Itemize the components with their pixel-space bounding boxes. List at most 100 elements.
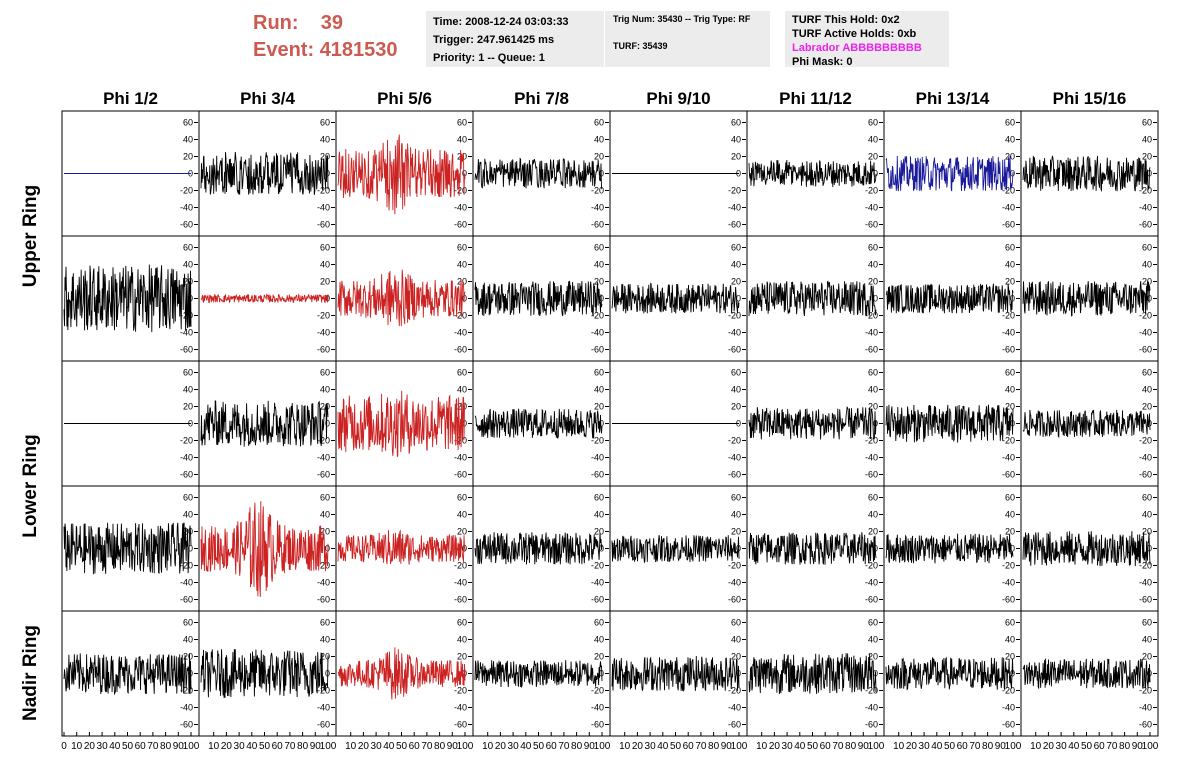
waveform-trace xyxy=(200,293,329,304)
row-group-label: Lower Ring xyxy=(20,434,41,537)
y-tick-label: -60 xyxy=(454,220,467,230)
waveform-trace xyxy=(611,655,740,693)
y-tick-label: -60 xyxy=(180,220,193,230)
y-tick-label: 0 xyxy=(599,419,604,429)
y-tick-label: 40 xyxy=(731,385,741,395)
y-tick-label: 40 xyxy=(1142,135,1152,145)
run-row: Run: 39 xyxy=(253,10,398,37)
y-tick-label: -60 xyxy=(180,595,193,605)
y-tick-label: 60 xyxy=(594,618,604,628)
y-tick-label: 60 xyxy=(594,493,604,503)
column-header: Phi 7/8 xyxy=(514,89,569,108)
y-tick-label: 20 xyxy=(594,527,604,537)
y-tick-label: 20 xyxy=(1005,652,1015,662)
x-tick-label: 30 xyxy=(508,741,520,752)
turf-hold-line: TURF This Hold: 0x2 xyxy=(792,14,900,26)
y-tick-label: -60 xyxy=(1002,345,1015,355)
y-tick-label: -60 xyxy=(1139,470,1152,480)
y-tick-label: 40 xyxy=(1142,260,1152,270)
x-tick-label: 80 xyxy=(1119,741,1131,752)
y-tick-label: -40 xyxy=(728,203,741,213)
x-tick-label: 100 xyxy=(457,741,474,752)
y-tick-label: 20 xyxy=(731,652,741,662)
y-tick-label: -40 xyxy=(180,453,193,463)
y-tick-label: -40 xyxy=(1002,203,1015,213)
y-tick-label: 40 xyxy=(457,385,467,395)
y-tick-label: -60 xyxy=(865,470,878,480)
y-tick-label: -60 xyxy=(1139,220,1152,230)
x-tick-label: 10 xyxy=(345,741,357,752)
y-tick-label: -60 xyxy=(317,345,330,355)
x-tick-label: 80 xyxy=(708,741,720,752)
x-tick-label: 60 xyxy=(683,741,695,752)
waveform-trace xyxy=(748,406,877,440)
y-tick-label: -20 xyxy=(454,311,467,321)
y-tick-label: -40 xyxy=(180,203,193,213)
y-tick-label: 20 xyxy=(320,527,330,537)
waveform-trace xyxy=(1022,155,1151,193)
y-tick-label: -40 xyxy=(1002,703,1015,713)
turf-active-line: TURF Active Holds: 0xb xyxy=(792,28,917,40)
y-tick-label: 40 xyxy=(457,510,467,520)
x-tick-label: 90 xyxy=(584,741,596,752)
run-label: Run: xyxy=(253,12,299,34)
x-tick-label: 10 xyxy=(619,741,631,752)
cell-frame xyxy=(609,485,748,612)
y-tick-label: 20 xyxy=(1005,527,1015,537)
x-tick-label: 70 xyxy=(832,741,844,752)
waveform-trace xyxy=(63,264,192,333)
y-tick-label: -20 xyxy=(180,311,193,321)
y-tick-label: 40 xyxy=(731,135,741,145)
y-tick-label: 0 xyxy=(1010,669,1015,679)
y-tick-label: 20 xyxy=(868,652,878,662)
y-tick-label: -60 xyxy=(728,595,741,605)
y-tick-label: 20 xyxy=(457,652,467,662)
x-tick-label: 100 xyxy=(1142,741,1159,752)
x-tick-label: 60 xyxy=(1094,741,1106,752)
y-tick-label: 40 xyxy=(320,635,330,645)
y-tick-label: -20 xyxy=(180,186,193,196)
y-tick-label: 40 xyxy=(320,385,330,395)
waveform-trace xyxy=(748,280,877,317)
y-tick-label: 40 xyxy=(1142,635,1152,645)
waveform-trace xyxy=(63,522,192,575)
y-tick-label: -20 xyxy=(454,436,467,446)
y-tick-label: 20 xyxy=(1142,277,1152,287)
y-tick-label: -60 xyxy=(454,720,467,730)
y-tick-label: 40 xyxy=(183,510,193,520)
y-tick-label: 40 xyxy=(183,385,193,395)
y-tick-label: 20 xyxy=(868,277,878,287)
y-tick-label: -20 xyxy=(454,186,467,196)
waveform-trace xyxy=(885,283,1014,314)
y-tick-label: 40 xyxy=(868,135,878,145)
column-header: Phi 9/10 xyxy=(646,89,710,108)
y-tick-label: -40 xyxy=(180,703,193,713)
y-tick-label: 0 xyxy=(325,419,330,429)
y-tick-label: -20 xyxy=(454,561,467,571)
y-tick-label: 40 xyxy=(594,135,604,145)
y-tick-label: 0 xyxy=(188,544,193,554)
y-tick-label: 60 xyxy=(320,243,330,253)
y-tick-label: 20 xyxy=(868,152,878,162)
y-tick-label: -40 xyxy=(865,578,878,588)
y-tick-label: 60 xyxy=(183,618,193,628)
y-tick-label: -60 xyxy=(1139,720,1152,730)
y-tick-label: -60 xyxy=(865,720,878,730)
y-tick-label: 20 xyxy=(183,152,193,162)
trigger-line: Trigger: 247.961425 ms xyxy=(433,34,555,46)
y-tick-label: 20 xyxy=(457,277,467,287)
y-tick-label: -40 xyxy=(454,703,467,713)
y-tick-label: -40 xyxy=(180,578,193,588)
y-tick-label: -20 xyxy=(1002,186,1015,196)
y-tick-label: 40 xyxy=(868,635,878,645)
y-tick-label: 40 xyxy=(183,135,193,145)
y-tick-label: -20 xyxy=(1002,436,1015,446)
y-tick-label: -20 xyxy=(865,686,878,696)
